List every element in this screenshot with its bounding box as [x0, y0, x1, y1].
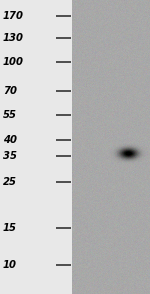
Text: 170: 170 — [3, 11, 24, 21]
Text: 55: 55 — [3, 110, 17, 120]
Text: 35: 35 — [3, 151, 17, 161]
Text: 10: 10 — [3, 260, 17, 270]
Text: 100: 100 — [3, 57, 24, 67]
Text: 25: 25 — [3, 177, 17, 187]
Text: 15: 15 — [3, 223, 17, 233]
Text: 130: 130 — [3, 33, 24, 43]
Text: 70: 70 — [3, 86, 17, 96]
Text: 40: 40 — [3, 135, 17, 145]
Bar — [0, 0, 72, 294]
